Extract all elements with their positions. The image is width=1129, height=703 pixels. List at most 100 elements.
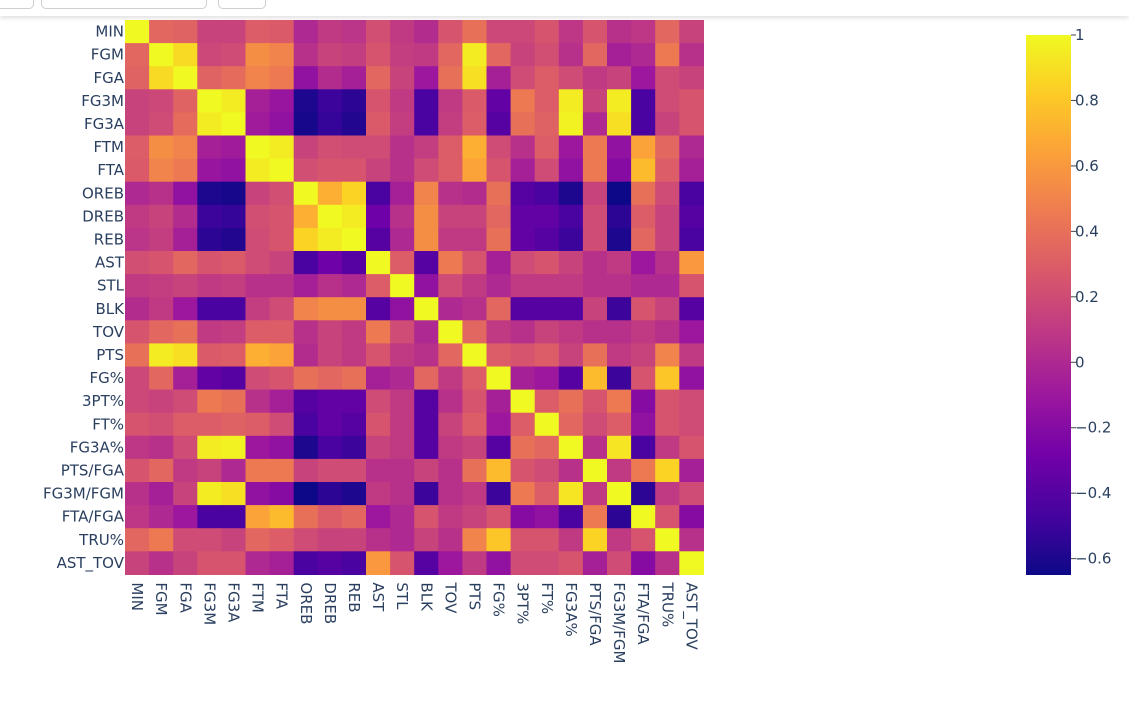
- heatmap-cell[interactable]: [149, 482, 174, 506]
- heatmap-cell[interactable]: [269, 135, 295, 160]
- heatmap-cell[interactable]: [149, 43, 174, 67]
- heatmap-cell[interactable]: [173, 343, 198, 368]
- heatmap-cell[interactable]: [221, 458, 247, 483]
- heatmap-cell[interactable]: [197, 366, 222, 391]
- heatmap-cell[interactable]: [293, 135, 319, 160]
- heatmap-cell[interactable]: [438, 274, 463, 298]
- heatmap-cell[interactable]: [631, 482, 656, 506]
- heatmap-cell[interactable]: [486, 458, 512, 483]
- heatmap-cell[interactable]: [390, 181, 415, 206]
- heatmap-cell[interactable]: [125, 274, 150, 298]
- heatmap-cell[interactable]: [438, 158, 463, 183]
- heatmap-cell[interactable]: [462, 366, 488, 391]
- heatmap-cell[interactable]: [631, 227, 656, 252]
- heatmap-cell[interactable]: [341, 227, 367, 252]
- heatmap-cell[interactable]: [221, 43, 247, 67]
- heatmap-cell[interactable]: [558, 89, 584, 113]
- heatmap-cell[interactable]: [510, 505, 536, 529]
- heatmap-cell[interactable]: [486, 89, 512, 113]
- heatmap-cell[interactable]: [631, 505, 656, 529]
- heatmap-cell[interactable]: [390, 112, 415, 137]
- heatmap-cell[interactable]: [390, 389, 415, 414]
- heatmap-cell[interactable]: [390, 435, 415, 460]
- heatmap-cell[interactable]: [269, 389, 295, 414]
- heatmap-cell[interactable]: [486, 66, 512, 90]
- heatmap-cell[interactable]: [197, 412, 222, 437]
- heatmap-cell[interactable]: [510, 135, 536, 160]
- heatmap-cell[interactable]: [245, 43, 271, 67]
- heatmap-cell[interactable]: [173, 320, 198, 344]
- heatmap-cell[interactable]: [607, 274, 632, 298]
- heatmap-cell[interactable]: [486, 505, 512, 529]
- heatmap-cell[interactable]: [582, 274, 608, 298]
- heatmap-cell[interactable]: [631, 66, 656, 90]
- heatmap-cell[interactable]: [438, 458, 463, 483]
- heatmap-cell[interactable]: [607, 181, 632, 206]
- heatmap-cell[interactable]: [245, 158, 271, 183]
- heatmap-cell[interactable]: [631, 274, 656, 298]
- heatmap-cell[interactable]: [510, 412, 536, 437]
- heatmap-cell[interactable]: [173, 43, 198, 67]
- heatmap-cell[interactable]: [245, 66, 271, 90]
- heatmap-cell[interactable]: [366, 551, 391, 575]
- heatmap-cell[interactable]: [317, 505, 343, 529]
- heatmap-cell[interactable]: [149, 204, 174, 229]
- heatmap-cell[interactable]: [414, 343, 439, 368]
- heatmap-cell[interactable]: [245, 528, 271, 552]
- heatmap-cell[interactable]: [534, 135, 560, 160]
- heatmap-cell[interactable]: [679, 274, 704, 298]
- heatmap-cell[interactable]: [366, 366, 391, 391]
- heatmap-cell[interactable]: [582, 227, 608, 252]
- heatmap-cell[interactable]: [534, 435, 560, 460]
- heatmap-cell[interactable]: [125, 66, 150, 90]
- heatmap-cell[interactable]: [655, 227, 680, 252]
- heatmap-cell[interactable]: [317, 412, 343, 437]
- heatmap-cell[interactable]: [414, 112, 439, 137]
- heatmap-cell[interactable]: [197, 343, 222, 368]
- heatmap-cell[interactable]: [197, 274, 222, 298]
- heatmap-cell[interactable]: [486, 551, 512, 575]
- heatmap-cell[interactable]: [269, 227, 295, 252]
- heatmap-cell[interactable]: [173, 158, 198, 183]
- heatmap-cell[interactable]: [631, 343, 656, 368]
- heatmap-cell[interactable]: [438, 505, 463, 529]
- heatmap-cell[interactable]: [390, 66, 415, 90]
- heatmap-cell[interactable]: [655, 20, 680, 44]
- heatmap-cell[interactable]: [173, 112, 198, 137]
- heatmap-cell[interactable]: [631, 89, 656, 113]
- heatmap-cell[interactable]: [462, 112, 488, 137]
- heatmap-cell[interactable]: [462, 274, 488, 298]
- heatmap-cell[interactable]: [173, 435, 198, 460]
- heatmap-cell[interactable]: [125, 181, 150, 206]
- heatmap-cell[interactable]: [221, 20, 247, 44]
- heatmap-cell[interactable]: [582, 89, 608, 113]
- heatmap-cell[interactable]: [149, 251, 174, 275]
- heatmap-cell[interactable]: [173, 297, 198, 321]
- heatmap-cell[interactable]: [679, 412, 704, 437]
- heatmap-cell[interactable]: [607, 528, 632, 552]
- heatmap-cell[interactable]: [510, 551, 536, 575]
- heatmap-cell[interactable]: [173, 66, 198, 90]
- heatmap-cell[interactable]: [221, 181, 247, 206]
- heatmap-cell[interactable]: [558, 204, 584, 229]
- heatmap-cell[interactable]: [414, 89, 439, 113]
- heatmap-cell[interactable]: [317, 274, 343, 298]
- heatmap-cell[interactable]: [221, 158, 247, 183]
- heatmap-cell[interactable]: [414, 274, 439, 298]
- heatmap-cell[interactable]: [149, 366, 174, 391]
- heatmap-cell[interactable]: [245, 343, 271, 368]
- heatmap-cell[interactable]: [486, 251, 512, 275]
- heatmap-cell[interactable]: [293, 320, 319, 344]
- heatmap-cell[interactable]: [173, 135, 198, 160]
- heatmap-cell[interactable]: [269, 435, 295, 460]
- heatmap-cell[interactable]: [655, 412, 680, 437]
- heatmap-cell[interactable]: [486, 435, 512, 460]
- heatmap-cell[interactable]: [245, 551, 271, 575]
- heatmap-cell[interactable]: [534, 528, 560, 552]
- heatmap-cell[interactable]: [269, 412, 295, 437]
- heatmap-cell[interactable]: [341, 274, 367, 298]
- heatmap-cell[interactable]: [510, 274, 536, 298]
- heatmap-cell[interactable]: [582, 43, 608, 67]
- heatmap-cell[interactable]: [438, 20, 463, 44]
- heatmap-cell[interactable]: [221, 112, 247, 137]
